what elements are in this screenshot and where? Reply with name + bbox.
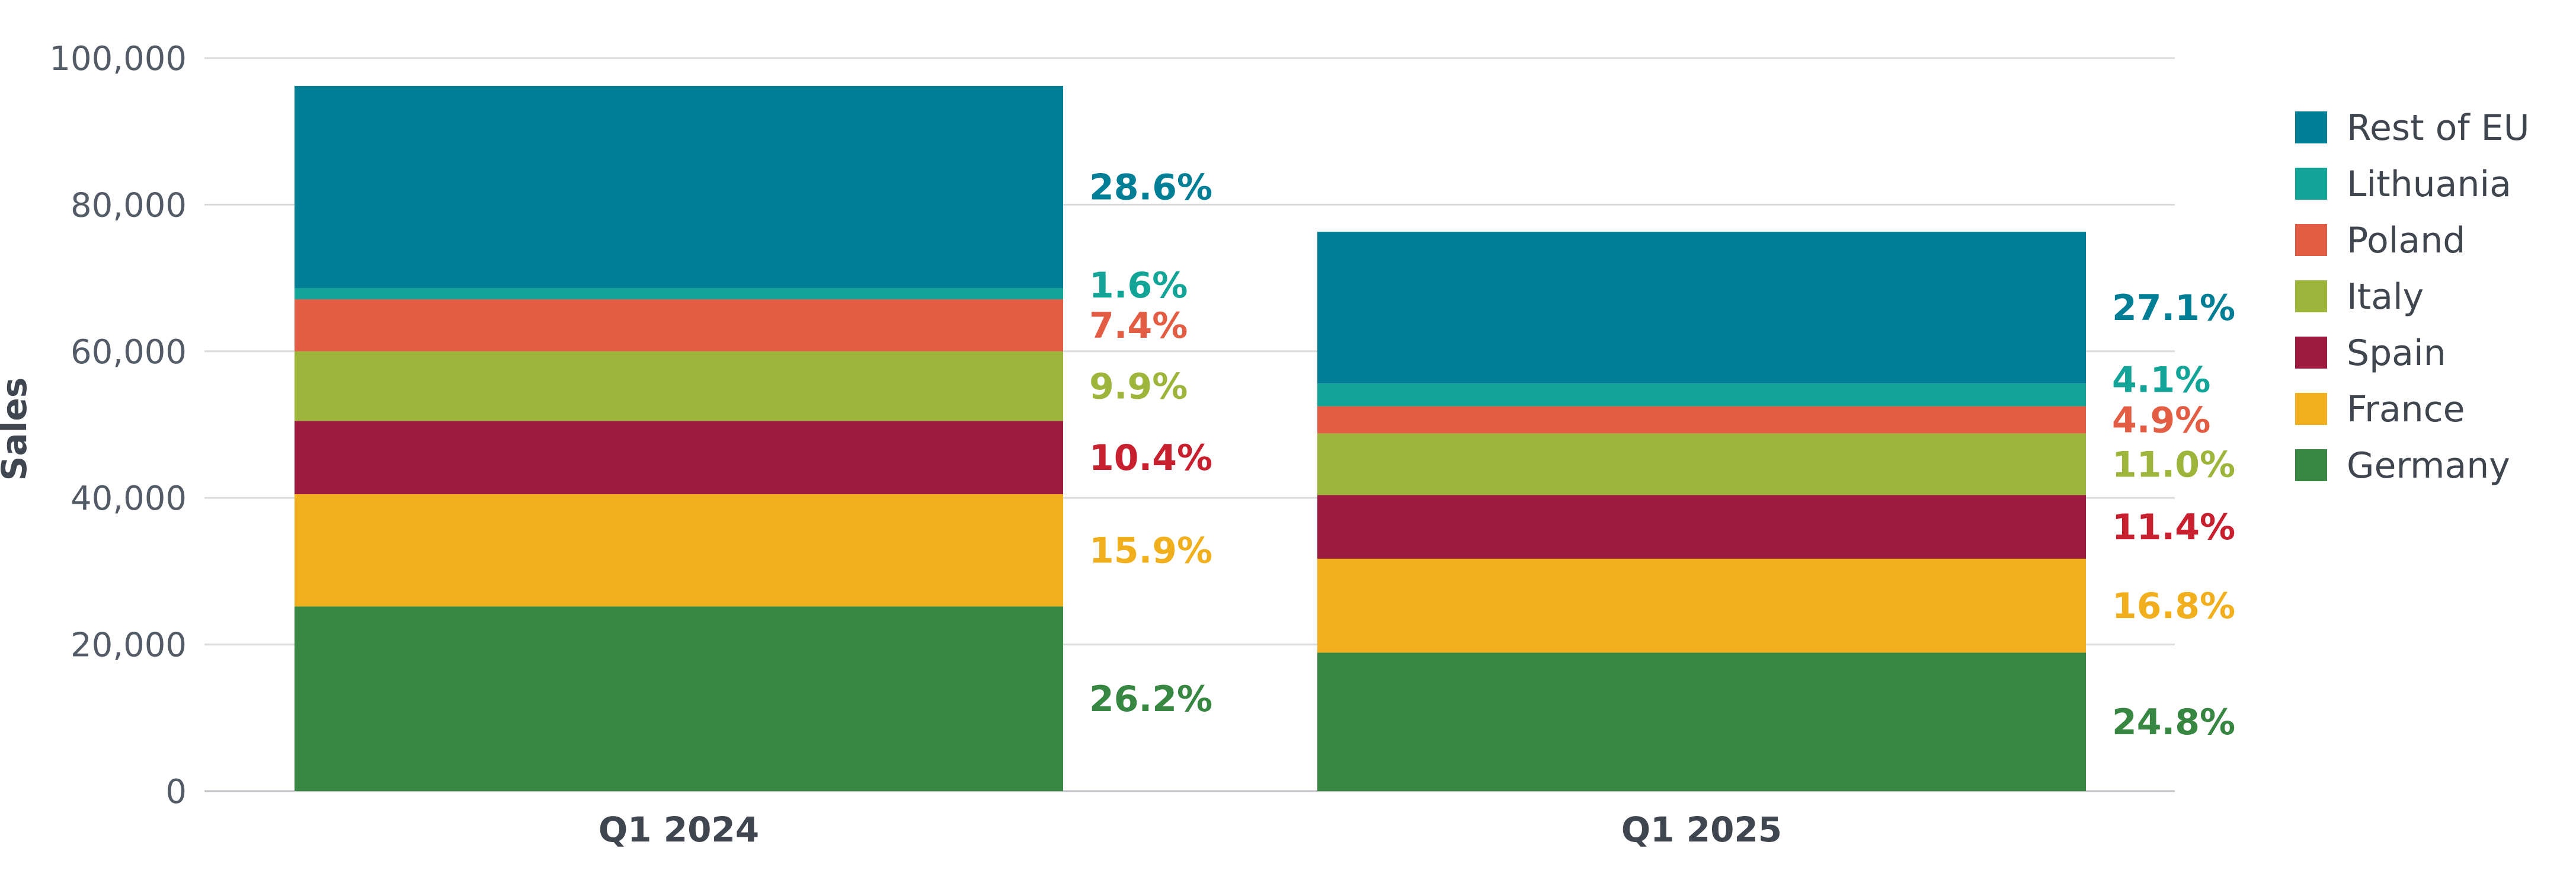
legend-swatch (2295, 449, 2327, 481)
y-tick-label: 80,000 (71, 186, 187, 225)
percentage-label: 4.1% (2112, 359, 2210, 401)
y-axis-title: Sales (0, 377, 34, 481)
percentage-label: 15.9% (1089, 530, 1212, 572)
percentage-labels: 26.2% 15.9% 10.4% 9.9% 7.4%1.6% 28.6% 24.8% 16.… (1089, 167, 2235, 743)
legend-swatch (2295, 280, 2327, 312)
y-axis: 0 20,000 40,000 60,000 80,000 100,000 (49, 40, 187, 811)
bar-segment (295, 606, 1063, 791)
percentage-label: 27.1% (2112, 287, 2235, 329)
legend-label: Italy (2347, 276, 2424, 318)
bar-segment (1317, 232, 2086, 384)
y-tick-label: 100,000 (49, 40, 187, 78)
legend-label: France (2347, 389, 2465, 430)
bar-segment (1317, 383, 2086, 407)
bar-segment (295, 86, 1063, 289)
legend-label: Lithuania (2347, 164, 2511, 205)
x-category-label: Q1 2024 (599, 809, 759, 850)
percentage-label: 26.2% (1089, 679, 1212, 720)
legend-label: Spain (2347, 332, 2446, 374)
percentage-label: 28.6% (1089, 167, 1212, 209)
percentage-label: 16.8% (2112, 585, 2235, 627)
x-category-label: Q1 2025 (1621, 809, 1782, 850)
percentage-label: 11.0% (2112, 444, 2235, 485)
y-tick-label: 60,000 (71, 333, 187, 372)
percentage-label: 10.4% (1089, 437, 1212, 479)
percentage-label: 24.8% (2112, 702, 2235, 743)
bar-segment (295, 421, 1063, 495)
legend-label: Germany (2347, 445, 2510, 487)
legend-swatch (2295, 111, 2327, 143)
bar-segment (1317, 495, 2086, 559)
x-axis: Q1 2024 Q1 2025 (599, 809, 1782, 850)
percentage-label: 1.6% (1089, 265, 1188, 306)
legend-swatch (2295, 224, 2327, 256)
legend-swatch (2295, 393, 2327, 425)
bar-segment (1317, 652, 2086, 791)
percentage-label: 7.4% (1089, 305, 1188, 347)
y-tick-label: 20,000 (71, 626, 187, 665)
bar-segment (1317, 406, 2086, 434)
legend-label: Rest of EU (2347, 107, 2530, 149)
percentage-label: 11.4% (2112, 507, 2235, 548)
bar-segment (1317, 433, 2086, 495)
legend-swatch (2295, 168, 2327, 200)
bar-segment (295, 299, 1063, 351)
bars (295, 86, 2086, 791)
percentage-label: 4.9% (2112, 399, 2210, 441)
bar-segment (295, 351, 1063, 421)
legend-swatch (2295, 337, 2327, 369)
percentage-label: 9.9% (1089, 366, 1188, 408)
legend-label: Poland (2347, 220, 2465, 261)
y-tick-label: 0 (165, 773, 187, 811)
bar-segment (295, 288, 1063, 299)
y-tick-label: 40,000 (71, 479, 187, 518)
bar-segment (1317, 558, 2086, 653)
legend: Rest of EU Lithuania Poland Italy Spain Franc… (2295, 107, 2530, 487)
bar-segment (295, 494, 1063, 607)
